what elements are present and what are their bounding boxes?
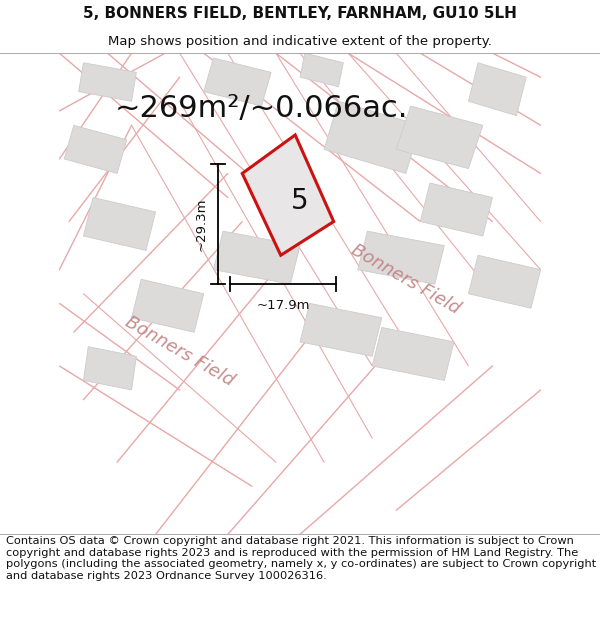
Text: 5, BONNERS FIELD, BENTLEY, FARNHAM, GU10 5LH: 5, BONNERS FIELD, BENTLEY, FARNHAM, GU10… [83, 6, 517, 21]
Text: Contains OS data © Crown copyright and database right 2021. This information is : Contains OS data © Crown copyright and d… [6, 536, 596, 581]
Text: ~29.3m: ~29.3m [194, 198, 208, 251]
Polygon shape [358, 231, 445, 284]
Polygon shape [421, 183, 493, 236]
Polygon shape [300, 53, 343, 87]
Text: 5: 5 [291, 187, 309, 215]
Polygon shape [469, 255, 541, 308]
Text: ~17.9m: ~17.9m [256, 299, 310, 311]
Polygon shape [469, 62, 526, 116]
Polygon shape [396, 106, 483, 169]
Polygon shape [83, 347, 136, 390]
Text: Map shows position and indicative extent of the property.: Map shows position and indicative extent… [108, 35, 492, 48]
Polygon shape [300, 303, 382, 356]
Polygon shape [242, 135, 334, 255]
Text: Bonners Field: Bonners Field [348, 241, 463, 318]
Polygon shape [214, 231, 300, 284]
Polygon shape [372, 328, 454, 381]
Polygon shape [131, 279, 204, 332]
Polygon shape [324, 101, 421, 173]
Text: Bonners Field: Bonners Field [122, 313, 237, 390]
Polygon shape [83, 198, 155, 251]
Polygon shape [204, 58, 271, 106]
Polygon shape [64, 125, 127, 173]
Polygon shape [79, 62, 136, 101]
Text: ~269m²/~0.066ac.: ~269m²/~0.066ac. [115, 94, 408, 123]
